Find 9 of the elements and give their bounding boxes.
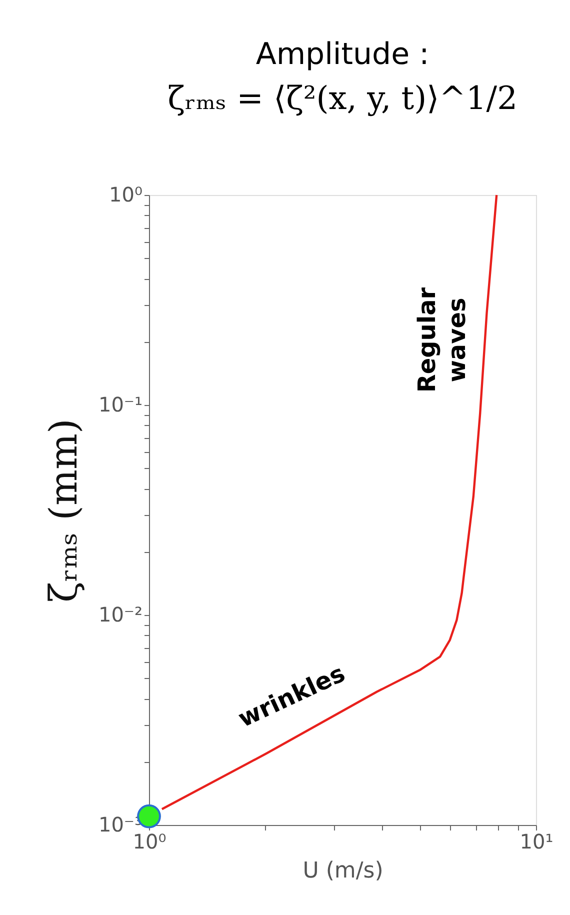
y-axis-title: ζᵣₘₛ (mm): [41, 418, 86, 602]
x-axis-title: U (m/s): [302, 858, 384, 884]
y-tick-label: 10⁰: [109, 182, 142, 206]
chart-title: Amplitude :: [256, 37, 430, 72]
chart-subtitle: ζᵣₘₛ = ⟨ζ²(x, y, t)⟩^1/2: [168, 79, 518, 117]
y-tick-label: 10⁻¹: [98, 392, 142, 416]
y-tick-label: 10⁻²: [98, 602, 142, 626]
x-tick-label: 10¹: [520, 830, 554, 854]
annotation: Regular waves: [413, 287, 471, 393]
